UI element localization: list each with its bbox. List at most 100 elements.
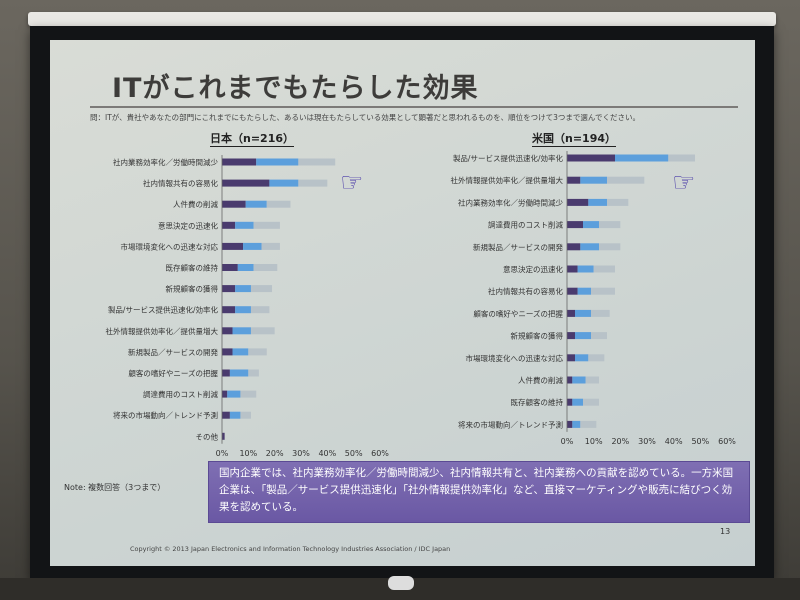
japan-category-label: 既存顧客の維持 [166,263,219,273]
us-category-label: 社内業務効率化／労働時間減少 [458,197,563,207]
japan-bar-segment [253,221,280,229]
us-bar-segment [572,398,583,406]
japan-category-label: 製品/サービス提供迅速化/効率化 [108,305,219,315]
japan-tick-label: 60% [371,449,389,458]
us-bar-segment [668,154,695,162]
summary-box: 国内企業では、社内業務効率化／労働時間減少、社内情報共有と、社内業務への貢献を認… [208,461,750,523]
us-bar-segment [567,309,575,317]
japan-category-label: 人件費の削減 [173,199,218,209]
us-tick-label: 10% [585,437,603,446]
japan-category-label: 社内情報共有の容易化 [143,178,218,188]
japan-tick-label: 10% [239,449,257,458]
japan-bar-segment [229,369,249,377]
us-bar-segment [607,198,629,206]
us-category-label: 人件費の削減 [518,375,563,385]
us-bar-segment [588,354,605,362]
japan-bar-segment [222,221,236,229]
us-bar-segment [572,376,586,384]
japan-bar-segment [222,264,238,271]
japan-chart-title: 日本（n=216） [210,130,295,147]
japan-bar-segment [248,369,259,377]
us-bar-segment [575,354,589,362]
us-bar-segment [583,398,599,406]
us-category-label: 社内情報共有の容易化 [488,286,563,296]
us-bar-segment [599,243,621,251]
us-bar-segment [567,221,583,229]
screen-pull-handle [388,576,414,590]
us-category-label: 意思決定の迅速化 [503,264,563,274]
us-bar-segment [591,309,610,317]
japan-bar-segment [250,327,275,335]
japan-category-label: 将来の市場動向／トレンド予測 [113,410,218,420]
japan-tick-label: 20% [266,449,284,458]
us-bar-segment [575,332,591,340]
us-bar-segment [567,376,573,384]
japan-bar-segment [240,411,251,419]
us-bar-chart: 製品/サービス提供迅速化/効率化社外情報提供効率化／提供量増大社内業務効率化／労… [451,151,736,446]
japan-bar-segment [222,432,225,440]
us-bar-segment [567,420,573,428]
us-bar-segment [580,176,607,184]
japan-category-label: 新規顧客の獲得 [166,284,219,294]
japan-bar-segment [222,390,228,398]
japan-bar-segment [222,327,233,335]
title-divider [90,106,738,108]
us-category-label: 既存顧客の維持 [511,397,564,407]
japan-bar-segment [222,306,236,314]
japan-category-label: その他 [196,431,219,441]
us-tick-label: 40% [665,437,683,446]
us-bar-segment [567,176,581,184]
japan-bar-segment [237,264,254,271]
japan-bar-segment [261,242,280,250]
us-tick-label: 0% [561,437,574,446]
japan-bar-segment [266,200,291,208]
japan-bar-segment [232,327,251,335]
japan-bar-segment [222,179,270,187]
us-bar-segment [572,420,581,428]
japan-bar-segment [269,179,299,187]
us-bar-segment [567,265,578,273]
us-bar-segment [567,198,589,206]
us-bar-segment [591,332,607,340]
us-bar-segment [615,154,669,162]
copyright: Copyright © 2013 Japan Electronics and I… [130,545,451,553]
japan-bar-segment [235,306,251,314]
japan-bar-segment [298,158,336,166]
us-tick-label: 60% [718,437,736,446]
japan-bar-segment [248,348,267,356]
us-category-label: 調達費用のコスト削減 [488,220,563,230]
pointing-hand-icon: ☞ [340,168,364,198]
us-bar-segment [575,309,591,317]
japan-bar-segment [245,200,267,208]
us-bar-segment [567,243,581,251]
japan-tick-label: 30% [292,449,310,458]
japan-bar-segment [222,285,236,293]
us-chart-title-text: 米国（n=194） [532,132,617,147]
us-bar-segment [588,198,607,206]
japan-bar-segment [298,179,328,187]
japan-tick-label: 0% [216,449,229,458]
us-bar-segment [577,265,594,273]
us-bar-segment [580,243,599,251]
us-bar-segment [599,221,621,229]
us-bar-segment [580,420,597,428]
japan-bar-segment [222,348,233,356]
japan-bar-segment [222,242,244,250]
us-bar-segment [585,376,599,384]
projector-screen-top-bar [28,12,776,26]
us-category-label: 社外情報提供効率化／提供量増大 [451,175,564,185]
japan-category-label: 市場環境変化への迅速な対応 [121,241,219,251]
japan-bar-segment [235,285,251,293]
us-tick-label: 50% [691,437,709,446]
us-bar-segment [583,221,599,229]
japan-bar-chart: 社内業務効率化／労働時間減少社内情報共有の容易化人件費の削減意思決定の迅速化市場… [106,155,389,458]
us-category-label: 市場環境変化への迅速な対応 [466,353,564,363]
us-category-label: 将来の市場動向／トレンド予測 [458,419,563,429]
japan-chart-title-text: 日本（n=216） [210,132,295,147]
pointing-hand-icon: ☞ [672,168,696,198]
footnote: Note: 複数回答（3つまで） [64,483,166,492]
us-category-label: 製品/サービス提供迅速化/効率化 [453,153,564,163]
us-bar-segment [567,354,575,362]
japan-tick-label: 50% [345,449,363,458]
us-bar-segment [567,332,575,340]
